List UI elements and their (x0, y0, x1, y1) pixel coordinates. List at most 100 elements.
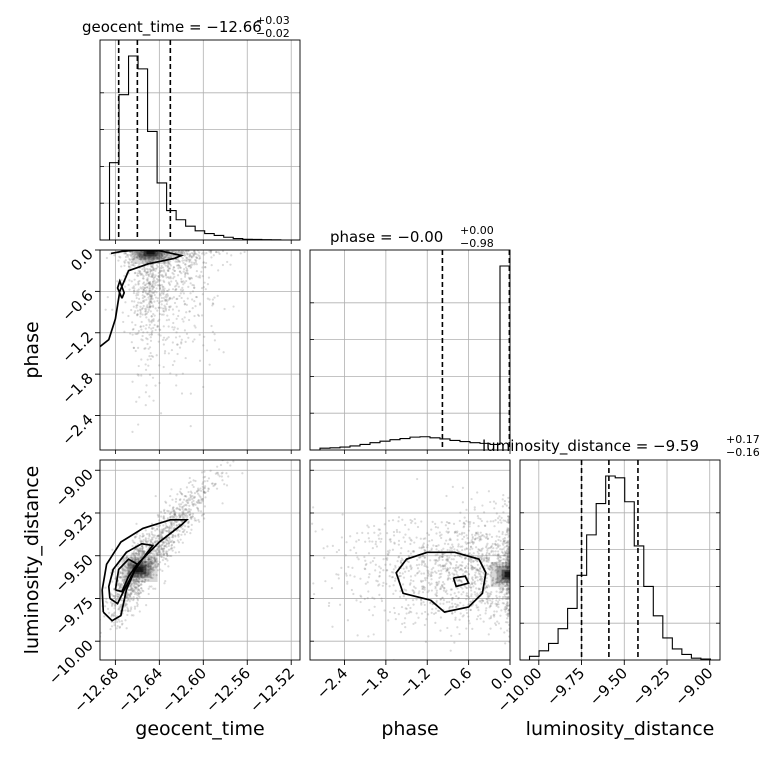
panel-phase-luminosity-distance-point (502, 547, 505, 551)
panel-geocent-time-luminosity-distance-point (157, 525, 160, 528)
panel-geocent-time-phase-point (159, 288, 162, 291)
panel-phase-luminosity-distance-point (505, 587, 509, 590)
panel-phase-luminosity-distance-point (435, 601, 438, 604)
panel-geocent-time-luminosity-distance-point (145, 540, 148, 544)
panel-geocent-time-luminosity-distance-point (136, 585, 139, 588)
panel-geocent-time-luminosity-distance-point (150, 530, 153, 534)
panel-geocent-time-phase-point (133, 289, 136, 292)
panel-geocent-time-phase-point (156, 251, 159, 254)
panel-phase-luminosity-distance-point (471, 566, 474, 569)
panel-geocent-time-luminosity-distance-point (153, 540, 156, 544)
panel-geocent-time-luminosity-distance-point (163, 552, 166, 555)
panel-geocent-time-phase-point (140, 272, 143, 275)
panel-geocent-time-luminosity-distance-point (175, 515, 178, 518)
panel-phase-luminosity-distance-point (504, 566, 508, 569)
panel-phase-luminosity-distance-point (481, 554, 484, 557)
panel-geocent-time-luminosity-distance-point (200, 501, 203, 504)
panel-phase-luminosity-distance-point (497, 558, 500, 561)
panel-geocent-time-luminosity-distance-point (133, 589, 136, 592)
panel-phase-luminosity-distance-point (425, 618, 428, 621)
panel-phase-luminosity-distance-point (435, 599, 438, 602)
panel-phase-luminosity-distance-point (385, 531, 389, 535)
panel-geocent-time-phase-point (104, 308, 107, 311)
panel-geocent-time-luminosity-distance-point (126, 593, 129, 596)
panel-phase-luminosity-distance-point (507, 545, 510, 548)
panel-phase-luminosity-distance-point (476, 592, 479, 595)
panel-phase-luminosity-distance-point (485, 584, 488, 587)
panel-phase-luminosity-distance-point (497, 560, 500, 563)
panel-geocent-time-luminosity-distance-point (166, 526, 170, 529)
panel-phase-luminosity-distance-point (505, 563, 509, 566)
panel-geocent-time-phase-point (195, 253, 198, 256)
panel-phase-luminosity-distance-point (420, 598, 423, 601)
panel-phase-luminosity-distance-point (375, 545, 379, 548)
panel-phase-luminosity-distance-point (504, 642, 507, 645)
panel-phase-luminosity-distance-point (460, 580, 463, 583)
panel-geocent-time-phase-point (164, 338, 167, 342)
panel-geocent-time-luminosity-distance-point (124, 609, 127, 612)
panel-phase-luminosity-distance-point (465, 608, 468, 611)
panel-geocent-time-phase-point (143, 299, 146, 302)
panel-phase-luminosity-distance-point (462, 525, 466, 528)
panel-geocent-time-phase-point (121, 311, 124, 314)
xtick-label-geocent-time-0: −12.68 (70, 664, 122, 716)
panel-phase-luminosity-distance-point (469, 564, 473, 567)
panel-geocent-time-luminosity-distance-point (158, 544, 161, 547)
panel-phase-luminosity-distance-point (373, 556, 376, 560)
panel-geocent-time-luminosity-distance-point (137, 550, 140, 553)
panel-phase-luminosity-distance-point (349, 535, 352, 538)
panel-geocent-time-phase-point (157, 306, 160, 309)
panel-geocent-time-luminosity-distance-point (165, 543, 168, 546)
panel-phase-luminosity-distance-point (496, 581, 499, 584)
panel-geocent-time-luminosity-distance-point (161, 531, 165, 534)
panel-geocent-time-luminosity-distance-point (132, 588, 135, 591)
panel-phase-luminosity-distance-point (467, 597, 470, 600)
panel-geocent-time-phase-point (167, 253, 171, 256)
panel-geocent-time-phase-point (142, 325, 145, 328)
panel-geocent-time-luminosity-distance-point (167, 542, 170, 545)
panel-geocent-time-phase-point (147, 308, 151, 311)
panel-geocent-time-luminosity-distance-point (166, 526, 169, 529)
panel-geocent-time-luminosity-distance-point (170, 523, 173, 526)
panel-geocent-time-phase-point (167, 250, 170, 252)
panel-phase-luminosity-distance-point (489, 566, 492, 569)
panel-phase-luminosity-distance-point (476, 559, 479, 562)
panel-geocent-time-phase-point (162, 296, 165, 300)
panel-geocent-time-luminosity-distance-point (166, 554, 169, 557)
panel-phase-luminosity-distance-point (455, 566, 458, 569)
panel-geocent-time-phase-point (179, 288, 182, 291)
panel-geocent-time-phase-point (141, 285, 145, 289)
panel-geocent-time-phase-point (154, 254, 157, 258)
panel-geocent-time-phase-point (127, 261, 131, 264)
panel-phase-luminosity-distance-point (507, 565, 510, 569)
panel-phase-luminosity-distance-point (497, 538, 500, 542)
panel-geocent-time-phase-point (146, 271, 149, 274)
panel-phase-luminosity-distance-point (379, 532, 382, 535)
panel-geocent-time-luminosity-distance-point (151, 576, 154, 580)
panel-geocent-time-luminosity-distance-point (188, 476, 191, 480)
panel-geocent-time-phase-point (162, 309, 165, 313)
panel-geocent-time-phase-point (159, 328, 162, 332)
panel-geocent-time-luminosity-distance-point (214, 482, 217, 485)
panel-phase-luminosity-distance-point (471, 541, 474, 544)
panel-geocent-time-phase-point (178, 270, 181, 273)
panel-geocent-time-luminosity-distance-point (171, 498, 174, 501)
panel-geocent-time-luminosity-distance-point (129, 584, 133, 587)
panel-phase-luminosity-distance-point (506, 602, 509, 605)
panel-geocent-time-luminosity-distance-point (164, 540, 167, 543)
panel-phase-luminosity-distance-point (507, 553, 510, 557)
panel-geocent-time-phase-point (176, 282, 179, 286)
panel-phase-luminosity-distance-point (403, 621, 406, 625)
panel-geocent-time-luminosity-distance-point (121, 569, 125, 572)
panel-phase-luminosity-distance-point (371, 614, 375, 617)
panel-geocent-time-phase-point (152, 273, 155, 277)
panel-phase-luminosity-distance-point (441, 584, 444, 587)
panel-phase-luminosity-distance-point (382, 558, 385, 561)
panel-geocent-time-phase-point (166, 337, 169, 340)
panel-phase-luminosity-distance-point (495, 599, 498, 602)
panel-geocent-time-phase-point (160, 252, 163, 255)
panel-geocent-time-phase-point (155, 257, 159, 260)
panel-geocent-time-phase-point (193, 286, 196, 290)
panel-geocent-time-phase-point (131, 253, 134, 256)
panel-phase-luminosity-distance-contour-1 (452, 575, 470, 588)
